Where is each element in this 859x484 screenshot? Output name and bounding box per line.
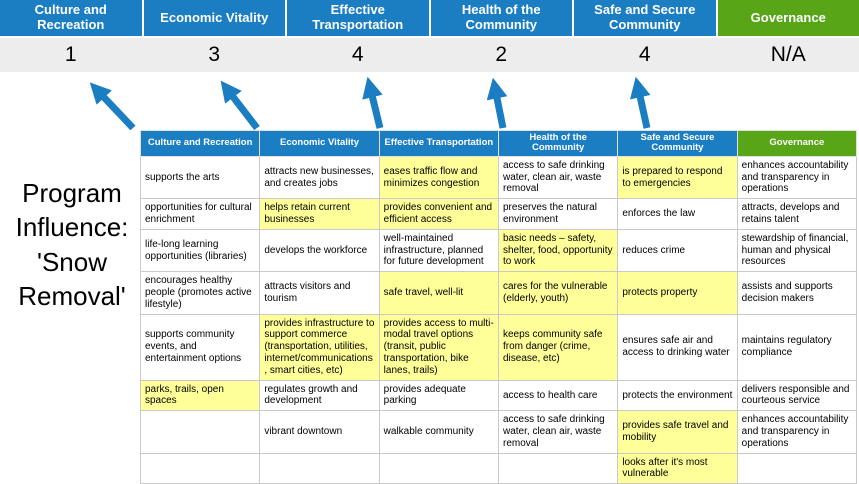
- matrix-column-header: Health of the Community: [498, 131, 617, 157]
- influence-arrow: [495, 88, 503, 128]
- matrix-cell: walkable community: [379, 411, 498, 453]
- matrix-cell: provides adequate parking: [379, 380, 498, 411]
- summary-column-label: Governance: [718, 0, 859, 36]
- influence-arrow: [638, 87, 647, 128]
- matrix-cell: helps retain current businesses: [260, 199, 379, 230]
- matrix-row: encourages healthy people (promotes acti…: [141, 272, 857, 314]
- influence-arrow: [370, 87, 380, 128]
- matrix-cell: provides convenient and efficient access: [379, 199, 498, 230]
- summary-score: 4: [287, 38, 429, 72]
- matrix-cell: assists and supports decision makers: [737, 272, 856, 314]
- matrix-column-header: Effective Transportation: [379, 131, 498, 157]
- summary-score: N/A: [718, 38, 859, 72]
- matrix-cell: eases traffic flow and minimizes congest…: [379, 156, 498, 198]
- matrix-cell: [737, 453, 856, 484]
- summary-column-label: Economic Vitality: [144, 0, 286, 36]
- summary-column-label: Safe and Secure Community: [574, 0, 716, 36]
- matrix-cell: preserves the natural environment: [498, 199, 617, 230]
- matrix-cell: delivers responsible and courteous servi…: [737, 380, 856, 411]
- matrix-cell: life-long learning opportunities (librar…: [141, 229, 260, 271]
- matrix-cell: access to health care: [498, 380, 617, 411]
- matrix-cell: maintains regulatory compliance: [737, 314, 856, 380]
- matrix-cell: attracts visitors and tourism: [260, 272, 379, 314]
- matrix-cell: enhances accountability and transparency…: [737, 156, 856, 198]
- matrix-row: life-long learning opportunities (librar…: [141, 229, 857, 271]
- program-title: Program Influence: 'Snow Removal': [0, 176, 144, 313]
- matrix-cell: [141, 453, 260, 484]
- matrix-column-header: Economic Vitality: [260, 131, 379, 157]
- matrix-cell: vibrant downtown: [260, 411, 379, 453]
- matrix-cell: cares for the vulnerable (elderly, youth…: [498, 272, 617, 314]
- summary-column-label: Health of the Community: [431, 0, 573, 36]
- matrix-cell: is prepared to respond to emergencies: [618, 156, 737, 198]
- matrix-row: looks after it's most vulnerable: [141, 453, 857, 484]
- summary-column-label: Culture and Recreation: [0, 0, 142, 36]
- matrix-cell: regulates growth and development: [260, 380, 379, 411]
- arrows-layer: [0, 72, 859, 130]
- matrix-cell: supports community events, and entertain…: [141, 314, 260, 380]
- matrix-cell: attracts new businesses, and creates job…: [260, 156, 379, 198]
- matrix-cell: [379, 453, 498, 484]
- matrix-cell: reduces crime: [618, 229, 737, 271]
- matrix-column-header: Safe and Secure Community: [618, 131, 737, 157]
- matrix-cell: basic needs – safety, shelter, food, opp…: [498, 229, 617, 271]
- matrix-cell: keeps community safe from danger (crime,…: [498, 314, 617, 380]
- matrix-cell: [260, 453, 379, 484]
- matrix-cell: provides infrastructure to support comme…: [260, 314, 379, 380]
- matrix-column-header: Governance: [737, 131, 856, 157]
- matrix-cell: provides safe travel and mobility: [618, 411, 737, 453]
- matrix-cell: attracts, develops and retains talent: [737, 199, 856, 230]
- influence-arrow: [227, 89, 257, 128]
- summary-score: 2: [431, 38, 573, 72]
- matrix-cell: provides access to multi-modal travel op…: [379, 314, 498, 380]
- matrix-cell: opportunities for cultural enrichment: [141, 199, 260, 230]
- matrix-cell: parks, trails, open spaces: [141, 380, 260, 411]
- matrix-cell: enhances accountability and transparency…: [737, 411, 856, 453]
- matrix-cell: access to safe drinking water, clean air…: [498, 156, 617, 198]
- matrix-cell: [498, 453, 617, 484]
- matrix-cell: ensures safe air and access to drinking …: [618, 314, 737, 380]
- summary-column-label: Effective Transportation: [287, 0, 429, 36]
- matrix-cell: supports the arts: [141, 156, 260, 198]
- matrix-cell: enforces the law: [618, 199, 737, 230]
- matrix-cell: well-maintained infrastructure, planned …: [379, 229, 498, 271]
- matrix-cell: protects the environment: [618, 380, 737, 411]
- summary-score: 3: [144, 38, 286, 72]
- matrix-column-header: Culture and Recreation: [141, 131, 260, 157]
- matrix-row: supports community events, and entertain…: [141, 314, 857, 380]
- matrix-cell: protects property: [618, 272, 737, 314]
- matrix-cell: access to safe drinking water, clean air…: [498, 411, 617, 453]
- matrix-cell: looks after it's most vulnerable: [618, 453, 737, 484]
- summary-score: 1: [0, 38, 142, 72]
- influence-arrow: [97, 90, 133, 128]
- matrix-cell: develops the workforce: [260, 229, 379, 271]
- matrix-cell: encourages healthy people (promotes acti…: [141, 272, 260, 314]
- summary-score: 4: [574, 38, 716, 72]
- matrix-cell: [141, 411, 260, 453]
- matrix-cell: stewardship of financial, human and phys…: [737, 229, 856, 271]
- matrix-cell: safe travel, well-lit: [379, 272, 498, 314]
